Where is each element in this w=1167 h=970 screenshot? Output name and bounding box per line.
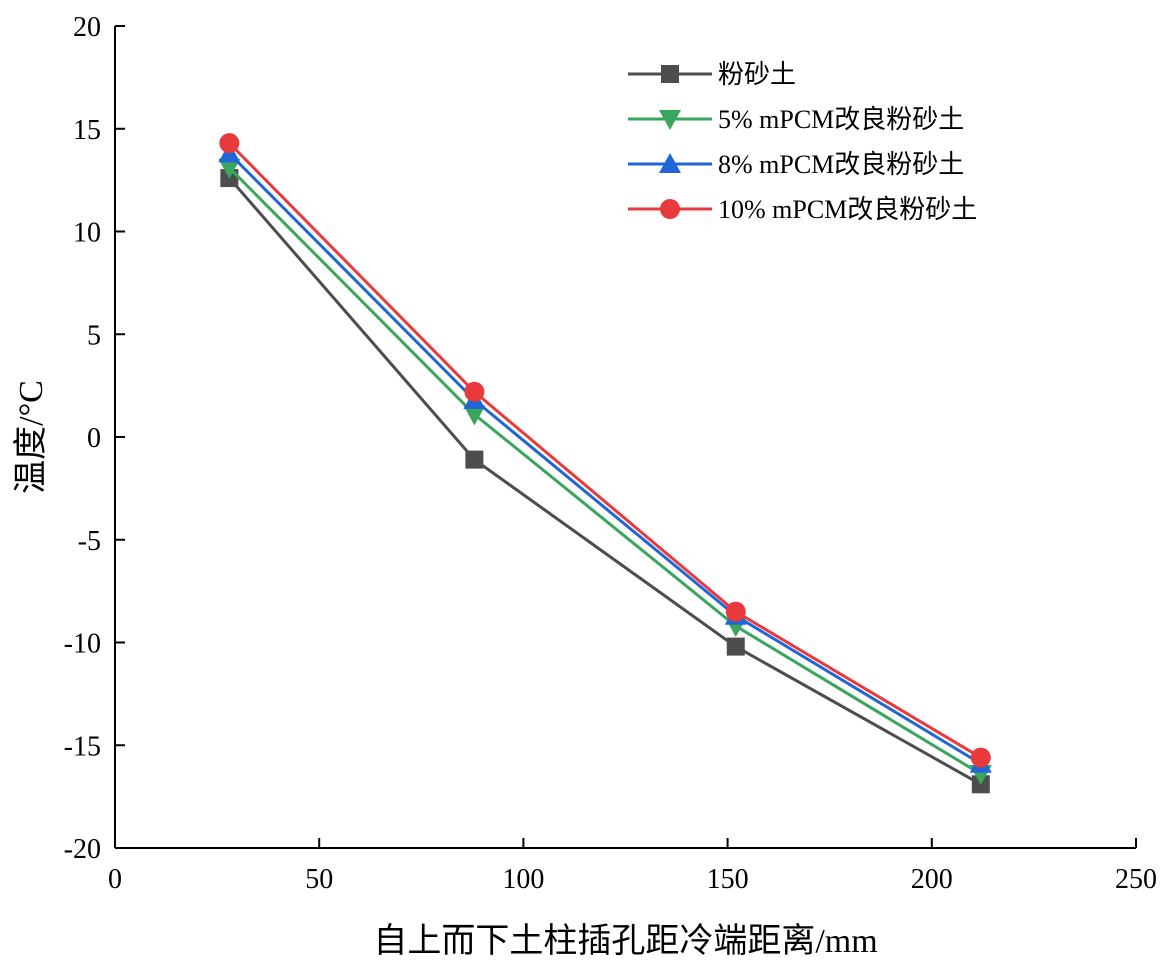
data-point xyxy=(726,637,745,656)
y-tick-label: 15 xyxy=(73,115,101,146)
data-point xyxy=(970,747,991,768)
series-3 xyxy=(218,142,992,773)
y-tick-label: 0 xyxy=(87,423,101,454)
legend-item: 10% mPCM改良粉砂土 xyxy=(628,195,977,224)
series-line xyxy=(228,177,982,786)
x-tick-label: 200 xyxy=(911,864,953,895)
x-tick-label: 250 xyxy=(1115,864,1157,895)
legend-label: 8% mPCM改良粉砂土 xyxy=(718,150,964,179)
y-tick-label: -20 xyxy=(64,834,101,865)
data-point xyxy=(465,450,484,469)
legend-label: 10% mPCM改良粉砂土 xyxy=(718,195,977,224)
legend-item: 5% mPCM改良粉砂土 xyxy=(628,105,964,134)
x-tick-label: 100 xyxy=(502,864,544,895)
y-tick-label: 5 xyxy=(87,320,101,351)
legend-label: 粉砂土 xyxy=(718,60,796,89)
y-tick-label: -15 xyxy=(64,731,101,762)
x-tick-label: 0 xyxy=(108,864,122,895)
y-tick-label: 10 xyxy=(73,218,101,249)
series-layer xyxy=(218,133,992,794)
data-point xyxy=(725,601,746,622)
data-point xyxy=(219,133,240,154)
y-tick-label: -5 xyxy=(78,526,101,557)
series-line xyxy=(228,152,982,766)
x-tick-label: 50 xyxy=(305,864,333,895)
legend-marker xyxy=(659,110,681,130)
legend-marker xyxy=(661,65,679,83)
y-tick-label: -10 xyxy=(64,629,101,660)
series-line xyxy=(228,166,982,776)
legend-item: 粉砂土 xyxy=(628,60,796,89)
legend-item: 8% mPCM改良粉砂土 xyxy=(628,150,964,179)
legend: 粉砂土 5% mPCM改良粉砂土 8% mPCM改良粉砂土 10% mPCM改良粉砂土 xyxy=(628,60,977,224)
x-tick-label: 150 xyxy=(707,864,749,895)
y-tick-label: 20 xyxy=(73,12,101,43)
series-1 xyxy=(220,169,990,794)
series-line xyxy=(228,142,982,759)
data-point xyxy=(218,158,241,179)
legend-marker xyxy=(660,199,680,219)
y-axis-title: 温度/°C xyxy=(12,380,50,494)
series-4 xyxy=(219,133,991,768)
series-2 xyxy=(218,158,992,786)
legend-marker xyxy=(659,153,681,173)
data-point xyxy=(463,405,486,426)
x-axis-title: 自上而下土柱插孔距冷端距离/mm xyxy=(373,922,877,960)
data-point xyxy=(464,381,485,402)
legend-label: 5% mPCM改良粉砂土 xyxy=(718,105,964,134)
